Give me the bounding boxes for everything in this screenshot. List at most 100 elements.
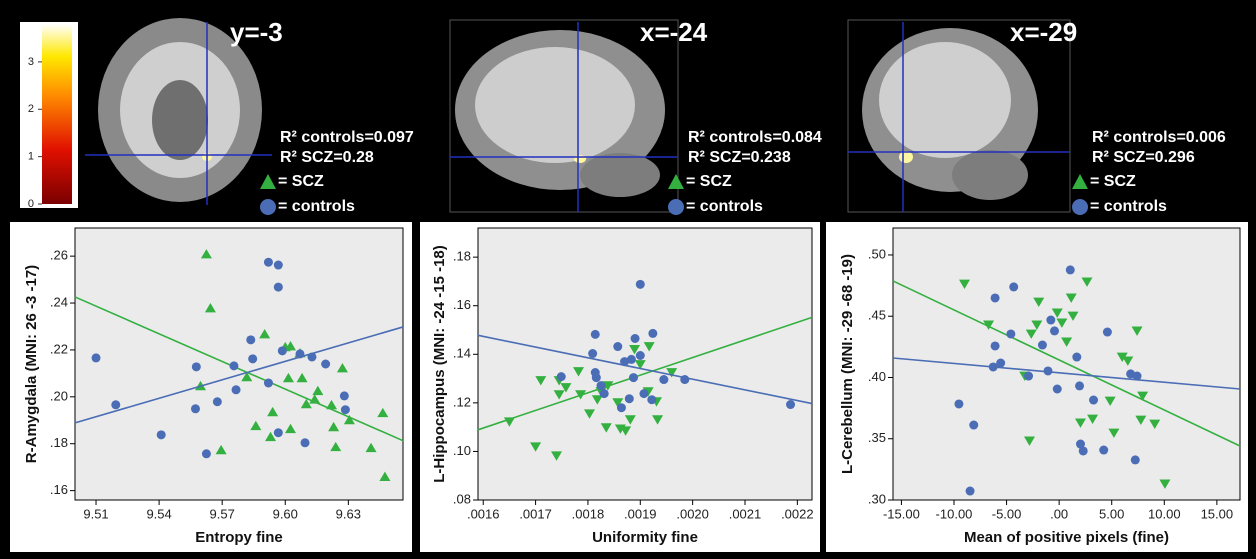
y-tick-label: .14 [453, 346, 471, 361]
legend-label: = SCZ [278, 173, 324, 190]
data-point [991, 293, 1000, 302]
y-tick-label: .16 [453, 297, 471, 312]
colorbar-tick-label: 1 [28, 151, 34, 163]
data-point [246, 335, 255, 344]
y-tick-label: .22 [50, 341, 68, 356]
x-tick-label: -5.00 [992, 506, 1022, 521]
figure: 01239.519.549.579.609.63.16.18.20.22.24.… [0, 0, 1256, 559]
x-axis-label: Mean of positive pixels (fine) [964, 529, 1169, 546]
data-point [1103, 328, 1112, 337]
r-squared: R² SCZ=0.238 [688, 149, 791, 166]
data-point [229, 361, 238, 370]
data-point [659, 375, 668, 384]
data-point [202, 449, 211, 458]
legend-label: = SCZ [686, 173, 732, 190]
x-tick-label: 9.51 [83, 506, 108, 521]
data-point [1089, 396, 1098, 405]
y-tick-label: .10 [453, 443, 471, 458]
y-tick-label: .35 [868, 430, 886, 445]
colorbar [42, 24, 72, 204]
data-point [627, 355, 636, 364]
data-point [597, 381, 606, 390]
y-axis-label: R-Amygdala (MNI: 26 -3 -17) [23, 265, 40, 463]
y-tick-label: .30 [868, 491, 886, 506]
data-point [1053, 384, 1062, 393]
x-tick-label: 5.00 [1099, 506, 1124, 521]
data-point [340, 391, 349, 400]
data-point [592, 373, 601, 382]
data-point [617, 403, 626, 412]
data-point [591, 330, 600, 339]
data-point [588, 349, 597, 358]
r-squared: R² controls=0.084 [688, 129, 822, 146]
legend-label: = controls [686, 198, 763, 215]
y-tick-label: .24 [50, 294, 68, 309]
data-point [1038, 341, 1047, 350]
y-tick-label: .45 [868, 308, 886, 323]
x-tick-label: 9.60 [273, 506, 298, 521]
x-tick-label: 10.00 [1148, 506, 1181, 521]
data-point [248, 354, 257, 363]
data-point [969, 421, 978, 430]
slice-label: x=-29 [1010, 17, 1077, 47]
x-tick-label: .00 [1050, 506, 1068, 521]
data-point [321, 360, 330, 369]
data-point [1079, 446, 1088, 455]
data-point [232, 385, 241, 394]
data-point [1006, 329, 1015, 338]
x-tick-label: 9.57 [210, 506, 235, 521]
r-squared: R² SCZ=0.296 [1092, 149, 1195, 166]
data-point [1009, 282, 1018, 291]
data-point [1046, 316, 1055, 325]
data-point [557, 372, 566, 381]
x-axis-label: Uniformity fine [592, 529, 698, 546]
data-point [264, 378, 273, 387]
data-point [786, 400, 795, 409]
data-point [157, 430, 166, 439]
data-point [192, 362, 201, 371]
data-point [1066, 265, 1075, 274]
data-point [1099, 446, 1108, 455]
data-point [625, 394, 634, 403]
data-point [648, 329, 657, 338]
data-point [213, 397, 222, 406]
data-point [991, 341, 1000, 350]
data-point [613, 342, 622, 351]
legend-label: = SCZ [1090, 173, 1136, 190]
y-tick-label: .40 [868, 369, 886, 384]
colorbar-tick-label: 3 [28, 56, 34, 68]
x-tick-label: .0018 [572, 506, 605, 521]
data-point [996, 359, 1005, 368]
data-point [1050, 326, 1059, 335]
x-tick-label: 9.63 [336, 506, 361, 521]
data-point [278, 346, 287, 355]
legend-label: = controls [1090, 198, 1167, 215]
data-point [600, 389, 609, 398]
colorbar-tick-label: 2 [28, 103, 34, 115]
data-point [92, 353, 101, 362]
y-tick-label: .16 [50, 482, 68, 497]
data-point [966, 487, 975, 496]
slice-label: y=-3 [230, 17, 283, 47]
data-point [274, 428, 283, 437]
x-tick-label: .0017 [519, 506, 552, 521]
data-point [954, 399, 963, 408]
x-tick-label: .0022 [781, 506, 814, 521]
data-point [1131, 455, 1140, 464]
data-point [111, 400, 120, 409]
y-tick-label: .18 [50, 435, 68, 450]
x-tick-label: .0021 [729, 506, 762, 521]
r-squared: R² controls=0.006 [1092, 129, 1226, 146]
legend-marker [668, 199, 684, 215]
y-tick-label: .12 [453, 394, 471, 409]
data-point [639, 389, 648, 398]
y-tick-label: .20 [50, 388, 68, 403]
x-tick-label: .0016 [467, 506, 500, 521]
x-tick-label: -10.00 [936, 506, 973, 521]
slice-label: x=-24 [640, 17, 708, 47]
data-point [301, 438, 310, 447]
y-axis-label: L-Cerebellum (MNI: -29 -68 -19) [839, 254, 856, 474]
legend-marker [260, 199, 276, 215]
y-tick-label: .26 [50, 248, 68, 263]
data-point [629, 373, 638, 382]
